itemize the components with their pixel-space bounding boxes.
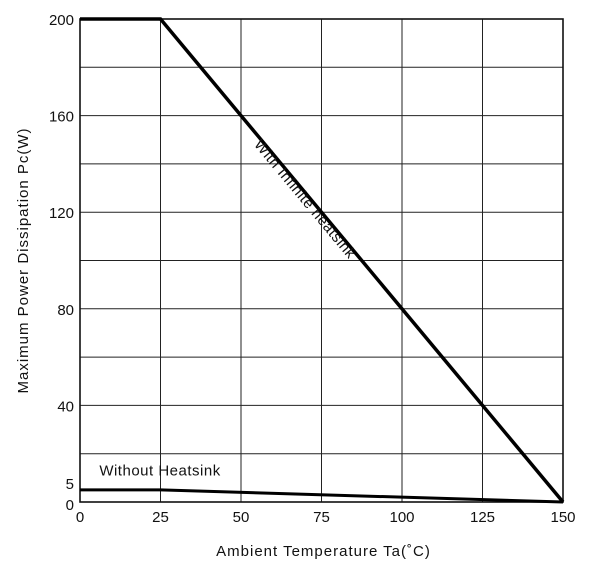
- x-tick-label: 125: [470, 509, 495, 526]
- x-tick-label: 150: [550, 509, 575, 526]
- y-tick-label: 120: [49, 205, 74, 222]
- y-tick-label: 0: [66, 497, 74, 514]
- series-line: [80, 17, 565, 504]
- y-tick-label: 200: [49, 12, 74, 29]
- series-line: [80, 488, 564, 504]
- y-tick-label: 40: [57, 398, 74, 415]
- y-tick-label: 80: [57, 302, 74, 319]
- annotation-infinite-heatsink: With Infinite heatsink: [250, 136, 359, 262]
- grid: [80, 19, 563, 502]
- x-tick-label: 75: [313, 509, 330, 526]
- plot-frame: [79, 18, 564, 503]
- y-axis-label: Maximum Power Dissipation Pc(W): [15, 127, 32, 393]
- annotation-without-heatsink: Without Heatsink: [99, 462, 220, 479]
- series-group: [80, 17, 565, 504]
- x-axis-label: Ambient Temperature Ta(˚C): [216, 543, 431, 560]
- x-tick-label: 50: [233, 509, 250, 526]
- y-tick-label: 160: [49, 109, 74, 126]
- x-tick-label: 100: [389, 509, 414, 526]
- x-tick-label: 25: [152, 509, 169, 526]
- x-tick-label: 0: [76, 509, 84, 526]
- y-tick-label: 5: [66, 476, 74, 493]
